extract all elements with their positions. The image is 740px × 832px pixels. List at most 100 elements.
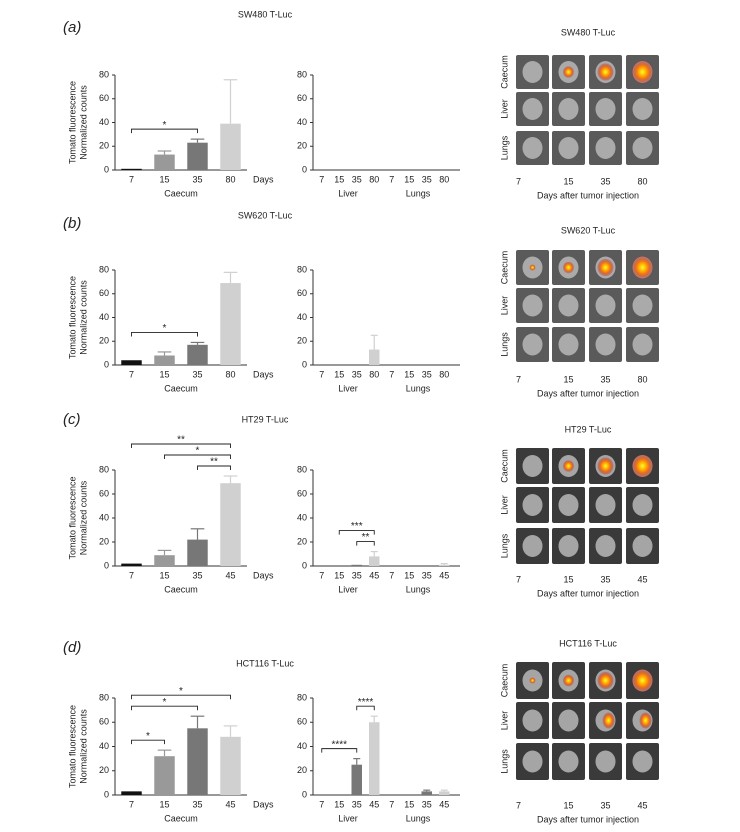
image-column-label: 80 <box>637 374 647 384</box>
organ <box>558 333 579 356</box>
organ <box>632 137 653 159</box>
panel-title: HCT116 T-Luc <box>236 658 294 668</box>
y-tick-label: 40 <box>99 741 109 751</box>
image-column-label: 35 <box>600 800 610 810</box>
x-tick-label: 15 <box>334 369 344 379</box>
x-tick-label: 15 <box>159 799 169 809</box>
significance-label: ** <box>362 532 370 543</box>
organ <box>632 294 653 317</box>
x-unit-label: Days <box>253 369 274 379</box>
bracket-line <box>197 465 231 470</box>
bracket-line <box>338 530 375 535</box>
y-tick-label: 40 <box>99 312 109 322</box>
y-tick-label: 0 <box>104 164 109 174</box>
x-tick-label: 15 <box>404 799 414 809</box>
x-tick-label: 15 <box>159 570 169 580</box>
bar <box>220 123 241 170</box>
bar <box>154 154 175 170</box>
significance-label: ** <box>177 435 185 446</box>
organ-image <box>516 131 549 165</box>
y-tick-label: 60 <box>99 288 109 298</box>
bar <box>121 563 142 566</box>
x-tick-label: 15 <box>404 174 414 184</box>
y-tick-label: 80 <box>297 264 307 274</box>
y-tick-label: 20 <box>99 336 109 346</box>
image-column-label: 7 <box>516 800 521 810</box>
organ-image <box>626 702 659 739</box>
signal <box>632 60 653 84</box>
organ-image <box>516 702 549 739</box>
organ <box>558 98 579 120</box>
organ-image <box>516 55 549 89</box>
y-tick-label: 20 <box>99 536 109 546</box>
organ <box>522 333 543 356</box>
x-axis-label: Caecum <box>164 383 198 393</box>
y-tick-label: 20 <box>297 536 307 546</box>
y-tick-label: 20 <box>297 765 307 775</box>
y-tick-label: 20 <box>297 141 307 151</box>
x-axis-label: Caecum <box>164 813 198 823</box>
x-tick-label: 80 <box>369 369 379 379</box>
y-tick-label: 20 <box>99 141 109 151</box>
organ <box>595 333 616 356</box>
organ <box>522 494 543 516</box>
y-tick-label: 20 <box>99 765 109 775</box>
significance-label: * <box>146 731 150 742</box>
image-column-label: 15 <box>563 176 573 186</box>
y-tick-label: 0 <box>302 789 307 799</box>
significance-bracket: ** <box>131 435 231 448</box>
image-row-label: Caecum <box>499 664 509 698</box>
organ <box>522 750 543 773</box>
organ <box>632 535 653 557</box>
x-tick-label: 35 <box>422 570 432 580</box>
organ-image <box>552 487 585 523</box>
organ <box>522 61 543 83</box>
bracket-line <box>164 454 231 459</box>
organ-image <box>626 288 659 323</box>
y-tick-label: 0 <box>104 359 109 369</box>
organ-image <box>626 250 659 285</box>
organ <box>632 333 653 356</box>
x-unit-label: Days <box>253 799 274 809</box>
x-tick-label: 35 <box>192 799 202 809</box>
signal <box>632 454 653 478</box>
y-axis-label: Tomato fluorescence <box>67 476 77 559</box>
y-tick-label: 80 <box>99 464 109 474</box>
panel-label: (d) <box>63 639 81 656</box>
significance-label: * <box>196 446 200 457</box>
image-row-label: Caecum <box>499 449 509 483</box>
bar <box>154 355 175 365</box>
group-label: Lungs <box>406 188 431 198</box>
organ-image <box>552 55 585 89</box>
x-tick-label: 15 <box>404 570 414 580</box>
y-tick-label: 80 <box>99 264 109 274</box>
significance-bracket: * <box>131 731 165 745</box>
image-title: HCT116 T-Luc <box>559 638 617 648</box>
organ-image <box>516 528 549 564</box>
organ-image <box>589 131 622 165</box>
x-unit-label: Days <box>253 570 274 580</box>
organ-image <box>516 487 549 523</box>
image-column-label: 35 <box>600 574 610 584</box>
bar <box>187 539 208 566</box>
x-tick-label: 80 <box>225 369 235 379</box>
signal <box>632 256 653 279</box>
image-x-label: Days after tumor injection <box>537 588 639 598</box>
x-tick-label: 7 <box>129 570 134 580</box>
organ-image <box>626 662 659 699</box>
bar <box>369 556 380 566</box>
organ <box>595 294 616 317</box>
organ-image <box>589 55 622 89</box>
x-unit-label: Days <box>253 174 274 184</box>
group-label: Lungs <box>406 584 431 594</box>
bar <box>121 360 142 365</box>
y-tick-label: 80 <box>297 464 307 474</box>
organ-image <box>552 288 585 323</box>
x-tick-label: 35 <box>352 799 362 809</box>
significance-label: * <box>179 686 183 697</box>
image-row-label: Liver <box>499 711 509 731</box>
signal <box>597 258 614 277</box>
organ-image <box>516 448 549 484</box>
panel-title: SW620 T-Luc <box>238 210 293 220</box>
